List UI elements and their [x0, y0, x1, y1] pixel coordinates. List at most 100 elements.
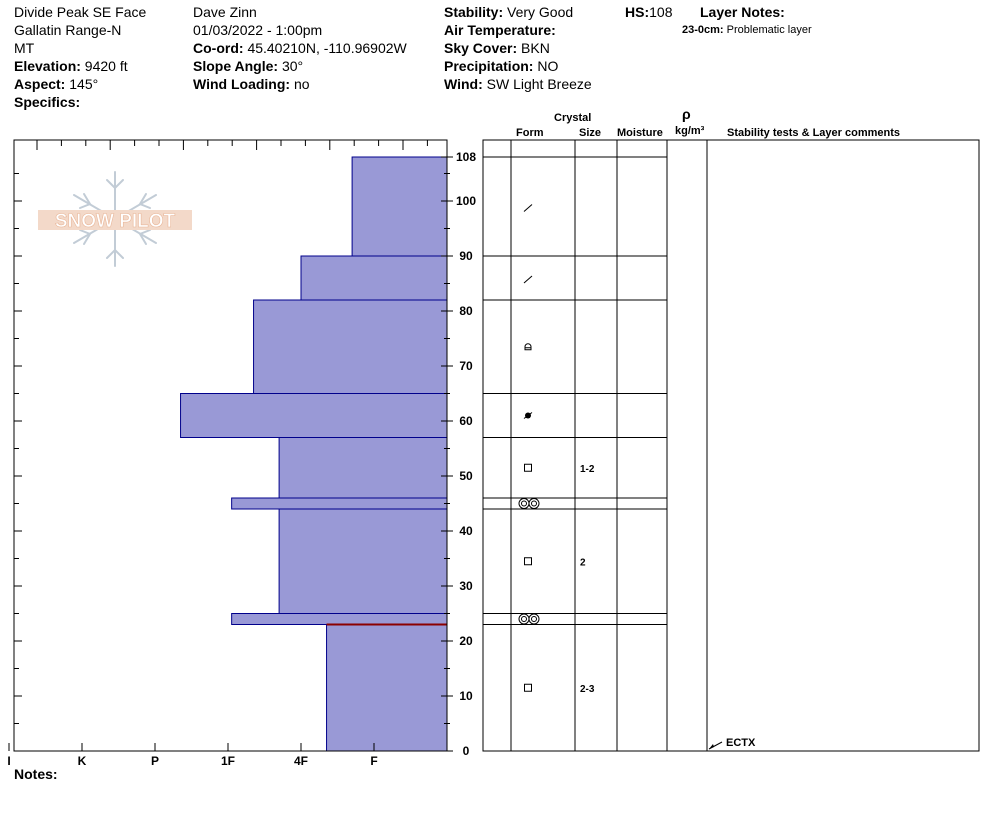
double-ring-icon: [528, 498, 540, 509]
x-tick-label: F: [370, 754, 377, 768]
hs-label: HS:: [625, 4, 650, 20]
double-ring-icon-inner: [521, 500, 527, 507]
precip-value: NO: [537, 58, 559, 74]
wind-label: Wind:: [444, 76, 483, 92]
double-ring-icon-inner: [521, 616, 527, 622]
y-tick-label: 60: [459, 414, 473, 428]
double-ring-icon-inner: [531, 500, 537, 507]
hardness-bar: [278, 437, 448, 499]
rounds-icon: [524, 343, 532, 351]
stability-test-label: ECTX: [726, 737, 756, 749]
y-tick-label: 70: [459, 359, 473, 373]
faceted-icon: [524, 557, 532, 566]
size-header: Size: [579, 127, 602, 139]
wind-value: SW Light Breeze: [486, 76, 592, 92]
elevation-value: 9420 ft: [84, 58, 128, 74]
double-ring-icon: [528, 613, 540, 625]
crystal-size: 2-3: [580, 684, 595, 695]
y-tick-label: 80: [459, 304, 473, 318]
y-tick-label: 10: [459, 689, 473, 703]
aspect-value: 145°: [69, 76, 99, 92]
precip-label: Precipitation:: [444, 58, 534, 74]
y-tick-label: 108: [456, 150, 476, 164]
elevation-label: Elevation:: [14, 58, 81, 74]
faceted-icon: [524, 683, 532, 692]
slope-value: 30°: [281, 58, 304, 74]
state-name: MT: [14, 40, 35, 56]
observation-datetime: 01/03/2022 - 1:00pm: [193, 22, 323, 38]
x-tick-label: K: [78, 754, 87, 768]
sky-value: BKN: [521, 40, 550, 56]
y-tick-label: 40: [459, 524, 473, 538]
coord-label: Co-ord:: [193, 40, 244, 56]
coordinates: Co-ord: 45.40210N, -110.96902W: [193, 40, 407, 57]
logo-text: SNOW PILOT: [55, 211, 176, 232]
hardness-bar: [231, 497, 448, 510]
hardness-bar: [253, 299, 448, 394]
hardness-bar: [278, 508, 448, 614]
double-ring-icon-inner: [531, 616, 537, 622]
x-tick-label: I: [7, 754, 10, 768]
y-tick-label: 20: [459, 634, 473, 648]
location-name: Divide Peak SE Face: [14, 4, 147, 20]
coord-value: 45.40210N, -110.96902W: [247, 40, 407, 56]
hardness-bar: [326, 624, 448, 752]
crystal-size: 1-2: [580, 464, 595, 475]
comments-header: Stability tests & Layer comments: [727, 127, 901, 139]
wind-loading: Wind Loading: no: [193, 76, 310, 93]
rho-header: ρ: [682, 106, 691, 122]
aspect-label: Aspect:: [14, 76, 66, 92]
height-of-snow: HS:108: [625, 4, 672, 21]
elevation: Elevation: 9420 ft: [14, 58, 128, 75]
stability-value: Very Good: [507, 4, 574, 20]
aspect: Aspect: 145°: [14, 76, 98, 93]
wind-loading-value: no: [293, 76, 310, 92]
range-name: Gallatin Range-N: [14, 22, 122, 38]
layer-notes-label: Layer Notes:: [700, 4, 785, 20]
precipitation: Precipitation: NO: [444, 58, 558, 75]
layer-note-depth: 23-0cm:: [682, 24, 724, 36]
slope-label: Slope Angle:: [193, 58, 279, 74]
wind: Wind: SW Light Breeze: [444, 76, 592, 93]
y-tick-label: 90: [459, 249, 473, 263]
hardness-bar: [231, 613, 448, 625]
x-tick-label: P: [151, 754, 159, 768]
slope-angle: Slope Angle: 30°: [193, 58, 303, 75]
double-ring-icon: [518, 498, 530, 509]
air-temp-label: Air Temperature:: [444, 22, 556, 38]
melt-freeze-icon-stroke: [523, 412, 533, 419]
x-tick-label: 1F: [221, 754, 235, 768]
hardness-bar: [300, 255, 448, 301]
hardness-bar: [180, 393, 448, 438]
y-tick-label: 100: [456, 194, 476, 208]
stability-label: Stability:: [444, 4, 504, 20]
form-header: Form: [516, 127, 544, 139]
decomposing-icon: [523, 275, 533, 284]
hardness-plot-frame: [13, 139, 448, 752]
decomposing-icon: [523, 204, 533, 212]
sky-label: Sky Cover:: [444, 40, 518, 56]
faceted-icon: [524, 463, 532, 472]
crystal-header: Crystal: [554, 112, 592, 124]
y-tick-label: 50: [459, 469, 473, 483]
wind-loading-label: Wind Loading:: [193, 76, 291, 92]
layer-table-frame: [482, 139, 980, 752]
y-tick-label: 0: [463, 744, 470, 758]
crystal-size: 2: [580, 557, 586, 568]
density-unit-header: kg/m³: [675, 125, 705, 137]
stability-test-arrow: [709, 744, 714, 749]
hs-value: 108: [649, 4, 673, 20]
notes-label: Notes:: [14, 766, 58, 782]
snowpilot-logo: SNOW PILOT: [38, 171, 192, 267]
layer-note: 23-0cm: Problematic layer: [682, 22, 812, 39]
layer-note-text: Problematic layer: [726, 24, 812, 36]
hardness-bar: [351, 156, 448, 257]
specifics-label: Specifics:: [14, 94, 81, 110]
sky-cover: Sky Cover: BKN: [444, 40, 550, 57]
y-tick-label: 30: [459, 579, 473, 593]
observer-name: Dave Zinn: [193, 4, 257, 20]
x-tick-label: 4F: [294, 754, 308, 768]
stability: Stability: Very Good: [444, 4, 573, 21]
moisture-header: Moisture: [617, 127, 663, 139]
